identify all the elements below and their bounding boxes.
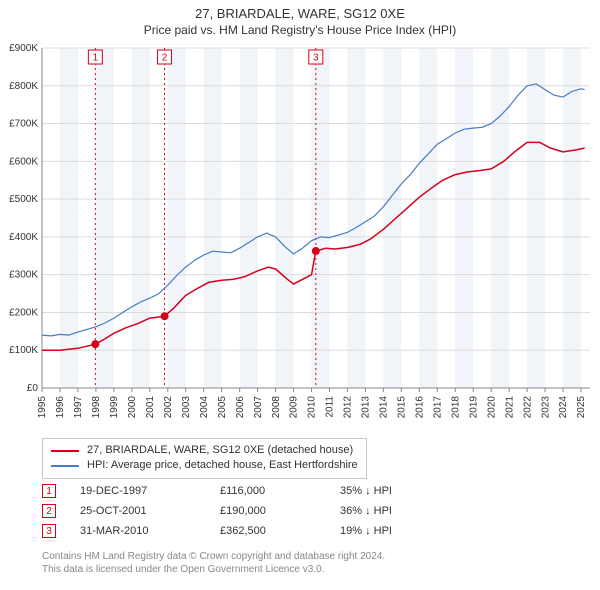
- svg-text:£900K: £900K: [9, 43, 38, 54]
- legend-item: 27, BRIARDALE, WARE, SG12 0XE (detached …: [51, 443, 358, 458]
- event-price: £116,000: [220, 485, 340, 497]
- svg-text:2011: 2011: [325, 396, 336, 418]
- svg-text:2022: 2022: [522, 396, 533, 419]
- page-title: 27, BRIARDALE, WARE, SG12 0XE: [0, 6, 600, 21]
- svg-text:1996: 1996: [55, 396, 66, 419]
- legend-swatch: [51, 465, 79, 467]
- svg-text:£700K: £700K: [9, 119, 38, 130]
- svg-text:2016: 2016: [415, 396, 426, 419]
- svg-text:£600K: £600K: [9, 156, 38, 167]
- svg-text:2004: 2004: [199, 396, 210, 419]
- event-row: 1 19-DEC-1997£116,00035% ↓ HPI: [42, 482, 392, 500]
- svg-text:£500K: £500K: [9, 194, 38, 205]
- footer-line: Contains HM Land Registry data © Crown c…: [42, 550, 385, 563]
- page-subtitle: Price paid vs. HM Land Registry's House …: [0, 23, 600, 37]
- event-price: £190,000: [220, 505, 340, 517]
- legend-label: HPI: Average price, detached house, East…: [87, 458, 358, 473]
- event-table: 1 19-DEC-1997£116,00035% ↓ HPI 2 25-OCT-200…: [42, 482, 392, 542]
- svg-text:2018: 2018: [450, 396, 461, 419]
- footer-line: This data is licensed under the Open Gov…: [42, 563, 385, 576]
- svg-text:2009: 2009: [289, 396, 300, 419]
- legend-label: 27, BRIARDALE, WARE, SG12 0XE (detached …: [87, 443, 353, 458]
- legend-item: HPI: Average price, detached house, East…: [51, 458, 358, 473]
- svg-text:2014: 2014: [379, 396, 390, 419]
- event-date: 19-DEC-1997: [80, 485, 220, 497]
- attribution-footer: Contains HM Land Registry data © Crown c…: [42, 550, 385, 576]
- svg-text:£200K: £200K: [9, 307, 38, 318]
- svg-text:2023: 2023: [540, 396, 551, 419]
- svg-text:1998: 1998: [91, 396, 102, 419]
- svg-text:£400K: £400K: [9, 232, 38, 243]
- chart-legend: 27, BRIARDALE, WARE, SG12 0XE (detached …: [42, 438, 367, 479]
- price-chart: £0 £100K £200K £300K £400K £500K £600K £700K £80…: [0, 42, 600, 432]
- svg-text:2017: 2017: [432, 396, 443, 419]
- event-pct: 36% ↓ HPI: [340, 505, 392, 517]
- svg-text:2000: 2000: [127, 396, 138, 419]
- event-date: 25-OCT-2001: [80, 505, 220, 517]
- svg-text:£300K: £300K: [9, 270, 38, 281]
- svg-text:2: 2: [162, 53, 168, 64]
- event-marker: 3: [42, 524, 56, 538]
- svg-text:1: 1: [93, 53, 99, 64]
- svg-text:2013: 2013: [361, 396, 372, 419]
- event-date: 31-MAR-2010: [80, 525, 220, 537]
- svg-text:2020: 2020: [486, 396, 497, 419]
- svg-text:2001: 2001: [145, 396, 156, 419]
- svg-text:1995: 1995: [37, 396, 48, 419]
- svg-text:2007: 2007: [253, 396, 264, 419]
- svg-text:2010: 2010: [307, 396, 318, 419]
- svg-text:1999: 1999: [109, 396, 120, 419]
- event-pct: 19% ↓ HPI: [340, 525, 392, 537]
- event-marker: 2: [42, 504, 56, 518]
- event-row: 2 25-OCT-2001£190,00036% ↓ HPI: [42, 502, 392, 520]
- svg-text:2024: 2024: [558, 396, 569, 419]
- svg-text:2021: 2021: [504, 396, 515, 419]
- svg-text:3: 3: [313, 53, 319, 64]
- event-row: 3 31-MAR-2010£362,50019% ↓ HPI: [42, 522, 392, 540]
- event-price: £362,500: [220, 525, 340, 537]
- svg-text:2025: 2025: [576, 396, 587, 419]
- svg-text:1997: 1997: [73, 396, 84, 419]
- svg-text:2015: 2015: [397, 396, 408, 419]
- svg-text:£0: £0: [27, 383, 39, 394]
- svg-text:£800K: £800K: [9, 81, 38, 92]
- legend-swatch: [51, 450, 79, 452]
- svg-text:2006: 2006: [235, 396, 246, 419]
- svg-text:£100K: £100K: [9, 345, 38, 356]
- event-marker: 1: [42, 484, 56, 498]
- event-pct: 35% ↓ HPI: [340, 485, 392, 497]
- svg-text:2005: 2005: [217, 396, 228, 419]
- svg-text:2008: 2008: [271, 396, 282, 419]
- svg-text:2003: 2003: [181, 396, 192, 419]
- svg-text:2019: 2019: [468, 396, 479, 419]
- svg-text:2002: 2002: [163, 396, 174, 419]
- svg-text:2012: 2012: [343, 396, 354, 419]
